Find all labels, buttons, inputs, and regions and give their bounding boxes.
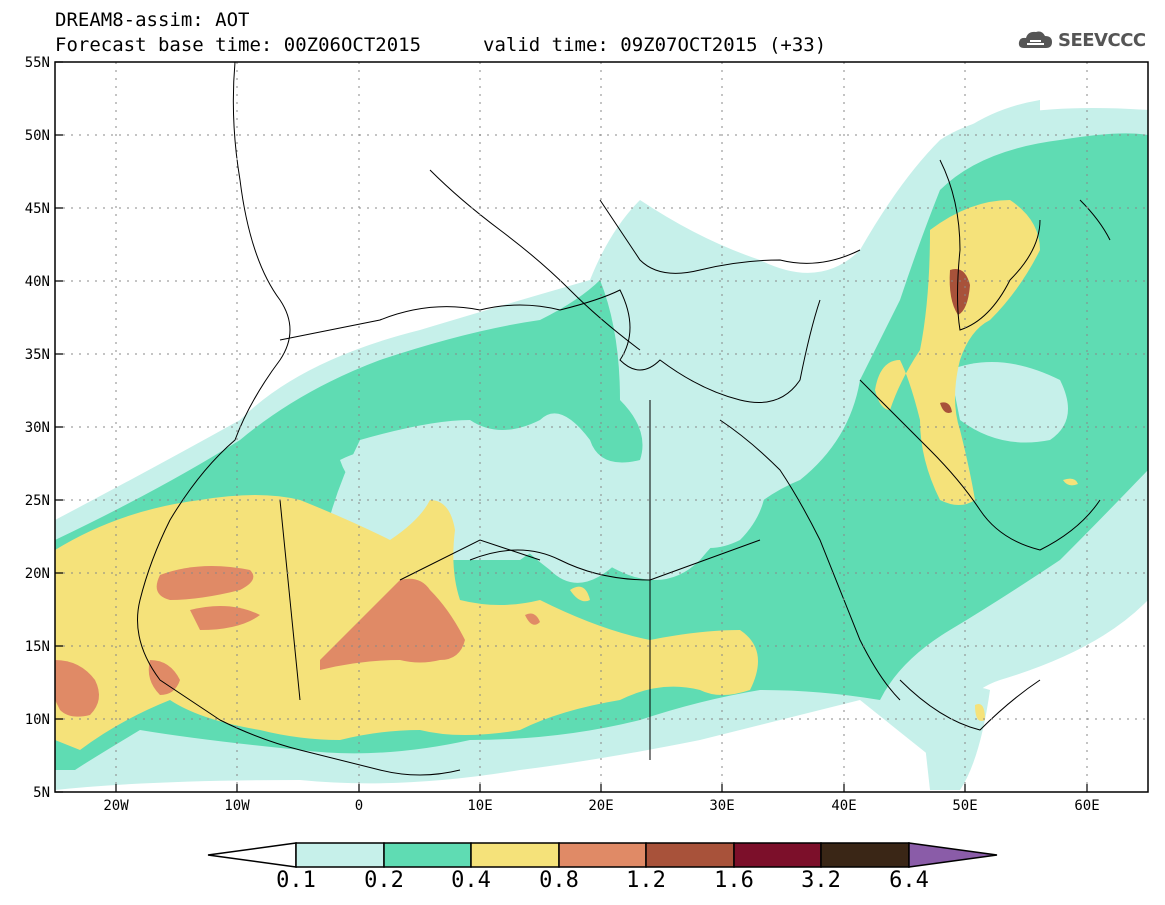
colorbar-bin: [733, 842, 822, 868]
colorbar-bin: [470, 842, 560, 868]
colorbar-bin: [558, 842, 647, 868]
lat-label: 40N: [24, 274, 50, 290]
forecast-base-time: Forecast base time: 00Z06OCT2015: [55, 34, 422, 56]
map-title: DREAM8-assim: AOT: [55, 9, 250, 31]
colorbar-bin: [295, 842, 385, 868]
colorbar-label: 0.2: [364, 868, 404, 893]
colorbar-label: 3.2: [801, 868, 841, 893]
lat-label: 35N: [24, 347, 50, 363]
lat-label: 15N: [24, 639, 50, 655]
lat-label: 25N: [24, 493, 50, 509]
aot-level-0-8: [55, 566, 540, 717]
lon-label: 10W: [224, 798, 250, 814]
logo-text: SEEVCCC: [1058, 30, 1146, 51]
colorbar-bin: [383, 842, 472, 868]
lon-label: 20W: [103, 798, 129, 814]
lat-label: 55N: [24, 55, 50, 71]
colorbar-label: 0.1: [276, 868, 316, 893]
lon-label: 60E: [1074, 798, 1100, 814]
colorbar-label: 1.2: [626, 868, 666, 893]
coastlines: [137, 62, 1111, 776]
colorbar-label: 0.4: [451, 868, 491, 893]
lat-label: 5N: [33, 785, 50, 801]
lat-label: 50N: [24, 128, 50, 144]
colorbar-high-arrow: [908, 842, 998, 868]
colorbar-label: 1.6: [714, 868, 754, 893]
colorbar-bin: [645, 842, 735, 868]
lon-label: 20E: [588, 798, 614, 814]
lon-label: 40E: [831, 798, 857, 814]
lat-label: 45N: [24, 201, 50, 217]
colorbar-low-arrow: [207, 842, 297, 868]
colorbar-label: 6.4: [889, 868, 929, 893]
seevccc-logo-icon: [1018, 31, 1052, 48]
lon-label: 50E: [952, 798, 978, 814]
colorbar-label: 0.8: [539, 868, 579, 893]
lat-label: 20N: [24, 566, 50, 582]
lon-label: 30E: [709, 798, 735, 814]
lat-label: 30N: [24, 420, 50, 436]
valid-time: valid time: 09Z07OCT2015 (+33): [483, 34, 827, 56]
lon-label: 0: [354, 798, 364, 814]
lat-label: 10N: [24, 712, 50, 728]
colorbar-bin: [820, 842, 910, 868]
lon-label: 10E: [467, 798, 493, 814]
